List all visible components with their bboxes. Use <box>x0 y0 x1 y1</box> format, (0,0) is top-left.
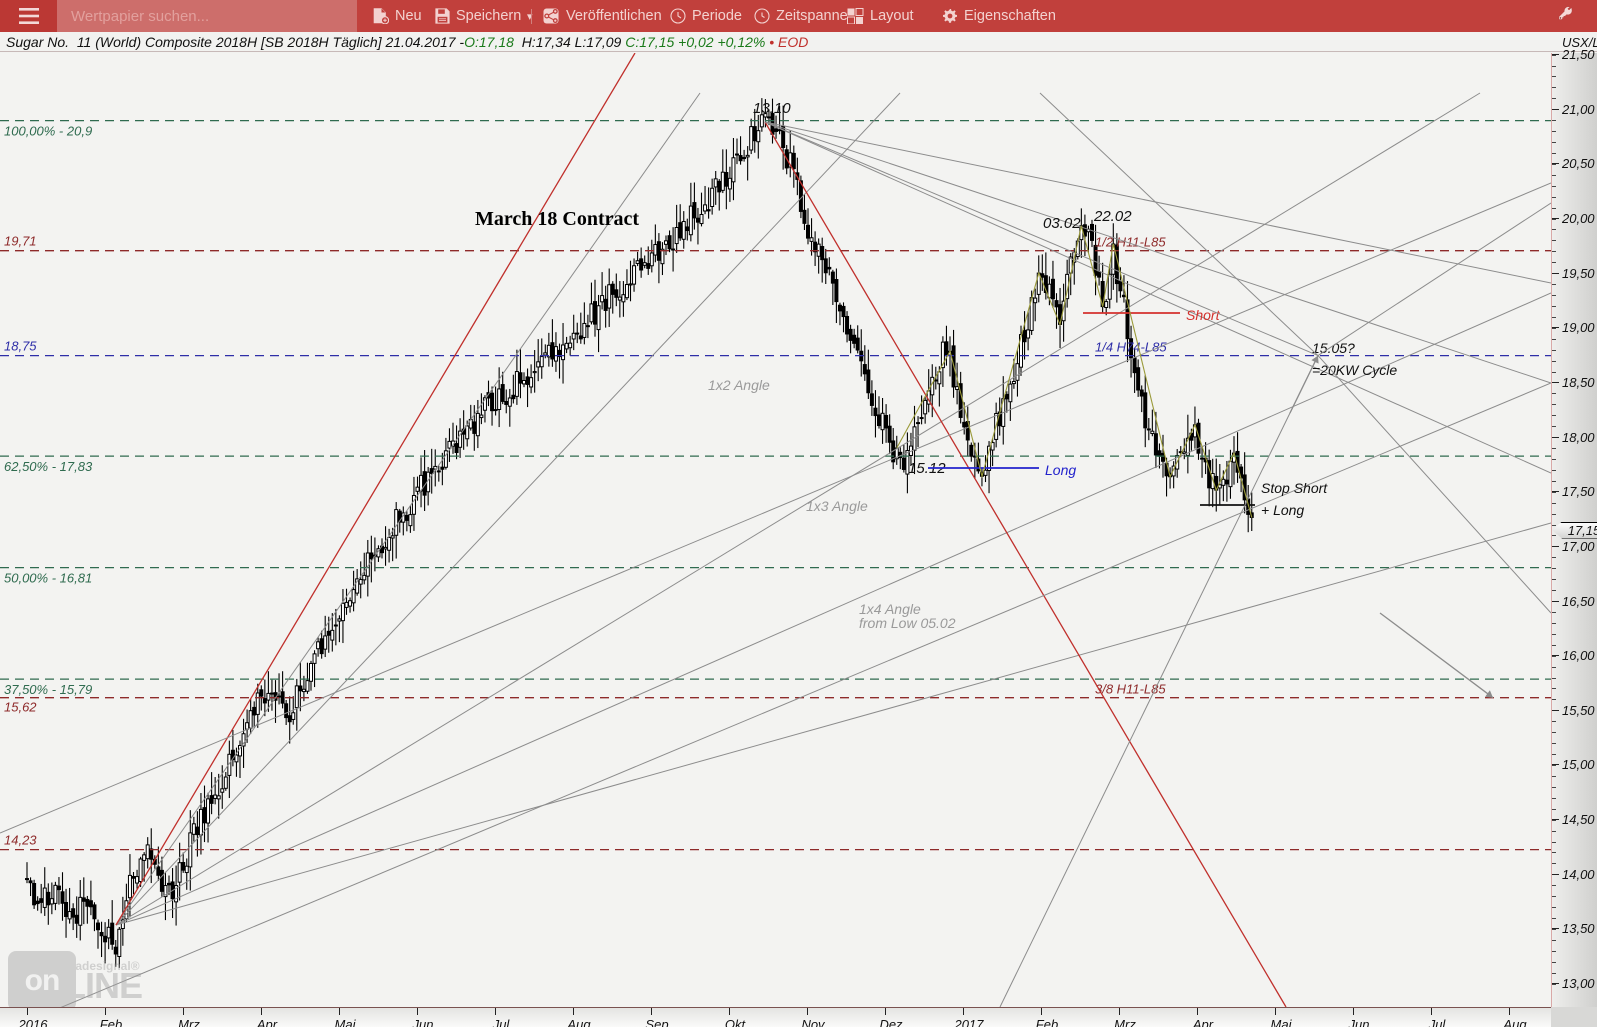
svg-text:Stop Short: Stop Short <box>1261 480 1328 496</box>
svg-text:from Low 05.02: from Low 05.02 <box>859 615 956 631</box>
svg-text:03.02: 03.02 <box>1043 215 1081 232</box>
svg-text:+ Long: + Long <box>1261 502 1304 518</box>
svg-text:March 18 Contract: March 18 Contract <box>475 208 639 230</box>
svg-text:13.10: 13.10 <box>753 100 791 117</box>
svg-text:62,50% - 17,83: 62,50% - 17,83 <box>4 459 93 474</box>
svg-text:19,71: 19,71 <box>4 234 37 249</box>
svg-text:1x2 Angle: 1x2 Angle <box>708 377 770 393</box>
svg-text:1/2 H11-L85: 1/2 H11-L85 <box>1095 235 1166 250</box>
svg-text:1/4 H74-L85: 1/4 H74-L85 <box>1095 340 1167 355</box>
svg-text:37,50% - 15,79: 37,50% - 15,79 <box>4 682 92 697</box>
svg-text:15.05?: 15.05? <box>1312 340 1355 356</box>
svg-text:14,23: 14,23 <box>4 833 37 848</box>
svg-text:15,62: 15,62 <box>4 700 37 715</box>
svg-text:100,00% - 20,9: 100,00% - 20,9 <box>4 124 92 139</box>
svg-text:50,00% - 16,81: 50,00% - 16,81 <box>4 571 92 586</box>
svg-text:18,75: 18,75 <box>4 339 37 354</box>
svg-text:Short: Short <box>1186 307 1221 323</box>
svg-text:Long: Long <box>1045 462 1076 478</box>
svg-text:22.02: 22.02 <box>1093 208 1132 225</box>
svg-text:=20KW Cycle: =20KW Cycle <box>1312 362 1397 378</box>
svg-text:1x3 Angle: 1x3 Angle <box>806 498 868 514</box>
